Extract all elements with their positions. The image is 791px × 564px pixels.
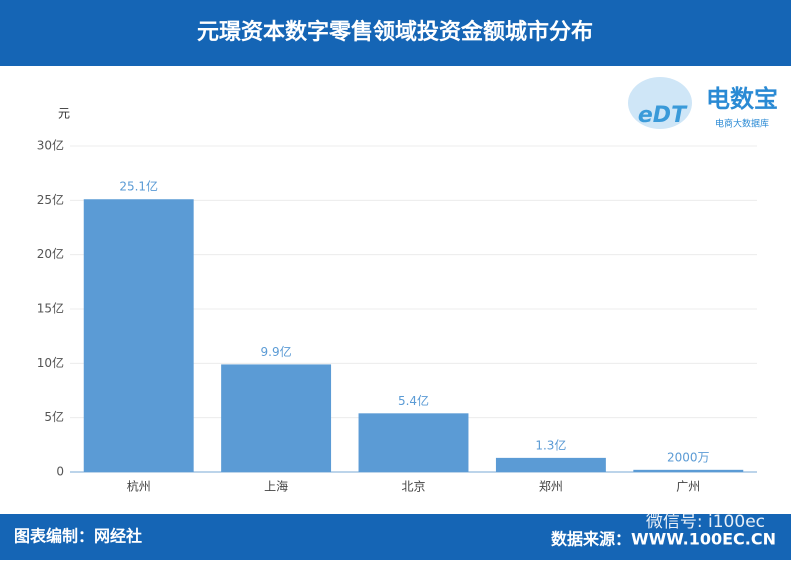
x-tick-label: 上海 [264,479,288,494]
y-tick-label: 20亿 [37,246,64,261]
header [0,0,791,66]
chart-title: 元璟资本数字零售领域投资金额城市分布 [197,19,593,45]
x-tick-label: 杭州 [127,479,151,494]
y-tick-label: 30亿 [37,138,64,153]
x-tick-label: 郑州 [539,479,563,494]
y-tick-label: 0 [56,465,64,479]
bar [633,469,744,472]
data-label: 25.1亿 [119,179,158,194]
logo-tagline: 电商大数据库 [715,118,769,130]
footer-right: 数据来源：WWW.100EC.CN [551,530,776,549]
bar [495,457,606,472]
footer [0,514,791,560]
y-tick-label: 10亿 [37,355,64,370]
data-label: 2000万 [667,450,710,464]
x-tick-label: 北京 [401,480,425,494]
data-label: 5.4亿 [398,393,429,408]
logo-mark: eDT [638,103,688,128]
x-tick-label: 广州 [676,480,700,494]
logo-name: 电数宝 [706,85,778,113]
y-tick-label: 5亿 [44,409,64,424]
bar [83,199,194,472]
y-axis-label: 元 [58,107,70,121]
footer-left: 图表编制：网经社 [14,527,142,546]
bar [221,364,332,472]
logo-cloud [628,77,692,129]
bar [358,413,469,472]
watermark: 微信号: i100ec [646,512,765,532]
data-label: 1.3亿 [535,437,566,452]
y-tick-label: 25亿 [37,192,64,207]
y-tick-label: 15亿 [37,301,64,316]
data-label: 9.9亿 [261,344,292,359]
